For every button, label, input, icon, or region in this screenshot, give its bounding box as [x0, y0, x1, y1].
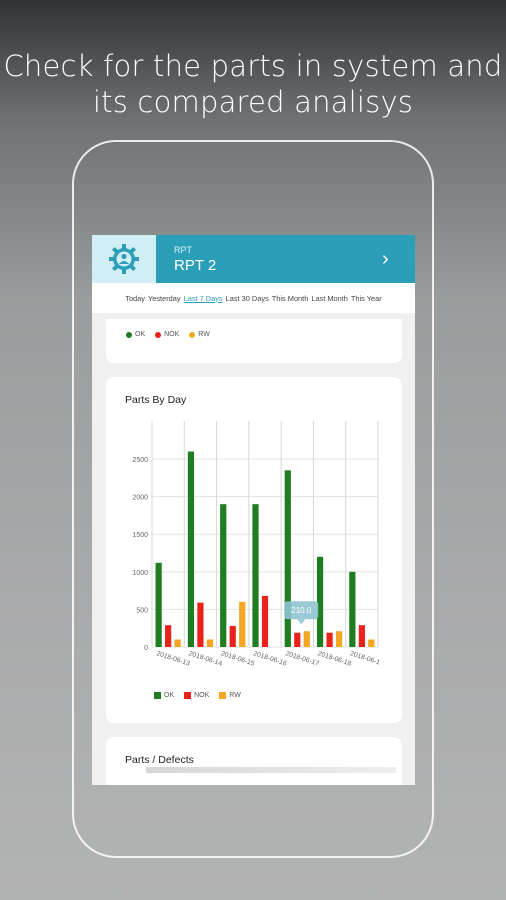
chevron-right-icon[interactable]: ›	[382, 248, 389, 270]
bar-ok[interactable]	[252, 504, 259, 647]
headline-line-2: its compared analisys	[92, 85, 414, 119]
legend-item[interactable]: OK	[126, 331, 145, 338]
bar-nok[interactable]	[197, 602, 204, 647]
legend-swatch	[219, 692, 227, 699]
headline-line-1: Check for the parts in system and	[3, 49, 503, 83]
logo-box	[92, 235, 156, 283]
legend-label: OK	[135, 331, 146, 338]
legend-swatch	[126, 331, 132, 338]
bar-rw[interactable]	[239, 601, 246, 647]
bar-rw[interactable]	[303, 631, 310, 647]
legend-swatch	[155, 331, 162, 338]
summary-card: OK NOK RW	[106, 319, 402, 363]
bar-ok[interactable]	[349, 571, 356, 647]
bar-nok[interactable]	[261, 595, 269, 647]
promo-headline: Check for the parts in system and its co…	[0, 48, 506, 120]
period-option[interactable]: Today	[125, 293, 145, 303]
parts-by-day-legend: OK NOK RW	[154, 692, 241, 699]
period-option[interactable]: Last Month	[311, 293, 348, 303]
bar-ok[interactable]	[187, 451, 195, 647]
bar-ok[interactable]	[316, 556, 324, 647]
legend-swatch	[189, 331, 196, 338]
summary-legend: OK NOK RW	[126, 331, 210, 338]
faded-row	[146, 767, 396, 773]
phone-frame	[72, 140, 434, 858]
tooltip-box	[284, 601, 319, 620]
legend-item[interactable]: RW	[189, 331, 210, 338]
parts-by-day-title: Parts By Day	[125, 394, 187, 406]
bar-rw[interactable]	[206, 639, 214, 647]
period-option[interactable]: This Month	[271, 293, 309, 303]
y-tick-label: 1000	[132, 570, 148, 577]
y-tick-label: 0	[144, 645, 148, 652]
legend-label: RW	[229, 692, 241, 699]
bar-nok[interactable]	[358, 625, 365, 647]
legend-item[interactable]: NOK	[184, 692, 209, 699]
bar-nok[interactable]	[294, 632, 301, 647]
x-tick-label: 2018-06-13	[155, 650, 190, 667]
legend-label: RW	[198, 331, 210, 338]
legend-swatch	[154, 692, 161, 699]
legend-item[interactable]: RW	[219, 692, 241, 699]
x-tick-label: 2018-06-15	[220, 650, 255, 667]
parts-by-day-card: Parts By Day 0 500 1000 1500 2000 2500 2018-06…	[106, 377, 402, 723]
bar-ok[interactable]	[284, 470, 291, 647]
bar-nok[interactable]	[326, 632, 333, 647]
legend-label: NOK	[164, 331, 180, 338]
x-tick-label: 2018-06-14	[188, 650, 223, 667]
x-tick-label: 2018-06-18	[317, 650, 352, 667]
period-option[interactable]: This Year	[350, 293, 382, 303]
bar-rw[interactable]	[335, 631, 343, 647]
bar-rw[interactable]	[368, 639, 375, 647]
bar-nok[interactable]	[229, 625, 236, 647]
parts-defects-card: Parts / Defects	[106, 737, 402, 785]
period-option[interactable]: Yesterday	[147, 293, 181, 303]
parts-defects-title: Parts / Defects	[125, 754, 194, 766]
legend-label: OK	[164, 692, 175, 699]
parts-by-day-chart[interactable]: 0 500 1000 1500 2000 2500 2018-06-132018-06-14…	[106, 417, 402, 687]
app-screen: RPT RPT 2 › Today Yesterday Last 7 Days Las…	[92, 235, 415, 785]
bar-ok[interactable]	[155, 562, 162, 647]
bar-ok[interactable]	[220, 504, 227, 647]
header-title: RPT 2	[174, 257, 217, 274]
legend-item[interactable]: OK	[154, 692, 174, 699]
tooltip-pointer	[297, 619, 306, 625]
bar-nok[interactable]	[165, 625, 172, 647]
legend-swatch	[184, 692, 192, 699]
app-header[interactable]: RPT RPT 2 ›	[92, 235, 415, 283]
gear-person-icon	[109, 244, 139, 274]
y-tick-label: 1500	[132, 532, 148, 539]
bar-rw[interactable]	[174, 639, 181, 647]
legend-item[interactable]: NOK	[155, 331, 179, 338]
period-option[interactable]: Last 7 Days	[183, 293, 223, 303]
tooltip-text: 210.0	[291, 606, 312, 615]
x-tick-label: 2018-06-17	[285, 650, 320, 667]
y-tick-label: 2000	[132, 495, 148, 502]
x-tick-label: 2018-06-1	[349, 650, 381, 666]
period-option[interactable]: Last 30 Days	[225, 293, 269, 303]
legend-label: NOK	[194, 692, 210, 699]
y-tick-label: 500	[136, 607, 148, 614]
x-tick-label: 2018-06-16	[252, 650, 287, 667]
period-selector: Today Yesterday Last 7 Days Last 30 Days Thi…	[92, 283, 415, 313]
y-tick-label: 2500	[132, 457, 148, 464]
header-subtitle: RPT	[174, 245, 192, 255]
